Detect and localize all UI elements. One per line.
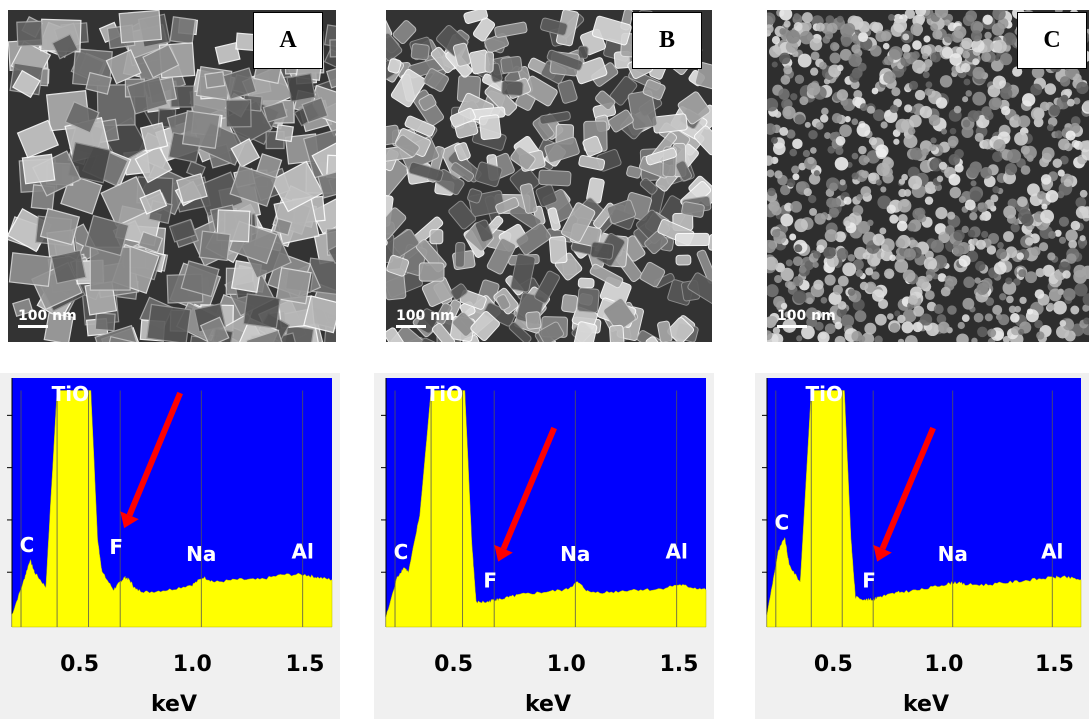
panel-label-b: B	[632, 12, 702, 69]
x-tick-label: 1.5	[285, 652, 324, 677]
eds-chart-c: TiO C F Na Al 0.5 1.0 1.5 keV	[755, 373, 1089, 719]
peak-label-na: Na	[560, 542, 590, 566]
peak-label-f: F	[483, 569, 497, 593]
peak-label-tio: TiO	[806, 382, 844, 406]
scale-bar	[777, 325, 807, 328]
x-tick-label: 1.5	[1035, 652, 1074, 677]
peak-label-al: Al	[1041, 540, 1063, 564]
annotation-arrow	[879, 426, 936, 550]
spectrum-area	[385, 390, 707, 628]
peak-label-c: C	[775, 510, 790, 534]
peak-label-tio: TiO	[52, 382, 90, 406]
scale-bar	[18, 325, 48, 328]
x-tick-label: 1.0	[924, 652, 963, 677]
peak-label-c: C	[20, 533, 35, 557]
x-tick-label: 0.5	[434, 652, 473, 677]
eds-chart-b: TiO C F Na Al 0.5 1.0 1.5 keV	[374, 373, 714, 719]
eds-svg-c: TiO C F Na Al 0.5 1.0 1.5 keV	[755, 373, 1089, 719]
peak-label-al: Al	[666, 540, 688, 564]
eds-svg-b: TiO C F Na Al 0.5 1.0 1.5 keV	[374, 373, 714, 719]
peak-label-tio: TiO	[426, 382, 464, 406]
annotation-arrow	[500, 426, 557, 550]
x-tick-label: 0.5	[60, 652, 99, 677]
annotation-arrowhead	[873, 544, 892, 562]
scale-bar-label: 100 nm	[18, 308, 77, 324]
eds-chart-a: TiO C F Na Al 0.5 1.0 1.5 keV	[0, 373, 340, 719]
x-tick-label: 0.5	[814, 652, 853, 677]
x-axis-label: keV	[151, 692, 197, 717]
x-tick-label: 1.0	[173, 652, 212, 677]
peak-label-na: Na	[186, 542, 216, 566]
x-axis-label: keV	[525, 692, 571, 717]
scale-bar	[396, 325, 426, 328]
peak-label-f: F	[862, 569, 876, 593]
sem-image-b: 100 nm	[386, 10, 712, 342]
panel-label-a: A	[253, 12, 323, 69]
peak-label-na: Na	[938, 542, 968, 566]
annotation-arrowhead	[120, 511, 139, 529]
x-axis-label: keV	[903, 692, 949, 717]
x-tick-label: 1.5	[659, 652, 698, 677]
eds-svg-a: TiO C F Na Al 0.5 1.0 1.5 keV	[0, 373, 340, 719]
peak-label-c: C	[394, 540, 409, 564]
spectrum-area	[766, 390, 1082, 628]
annotation-arrowhead	[494, 544, 513, 562]
scale-bar-label: 100 nm	[396, 308, 455, 324]
spectrum-area	[11, 390, 333, 628]
scale-bar-label: 100 nm	[777, 308, 836, 324]
x-tick-label: 1.0	[547, 652, 586, 677]
peak-label-al: Al	[292, 540, 314, 564]
annotation-arrow	[126, 391, 183, 517]
peak-label-f: F	[109, 535, 123, 559]
panel-label-c: C	[1017, 12, 1087, 69]
